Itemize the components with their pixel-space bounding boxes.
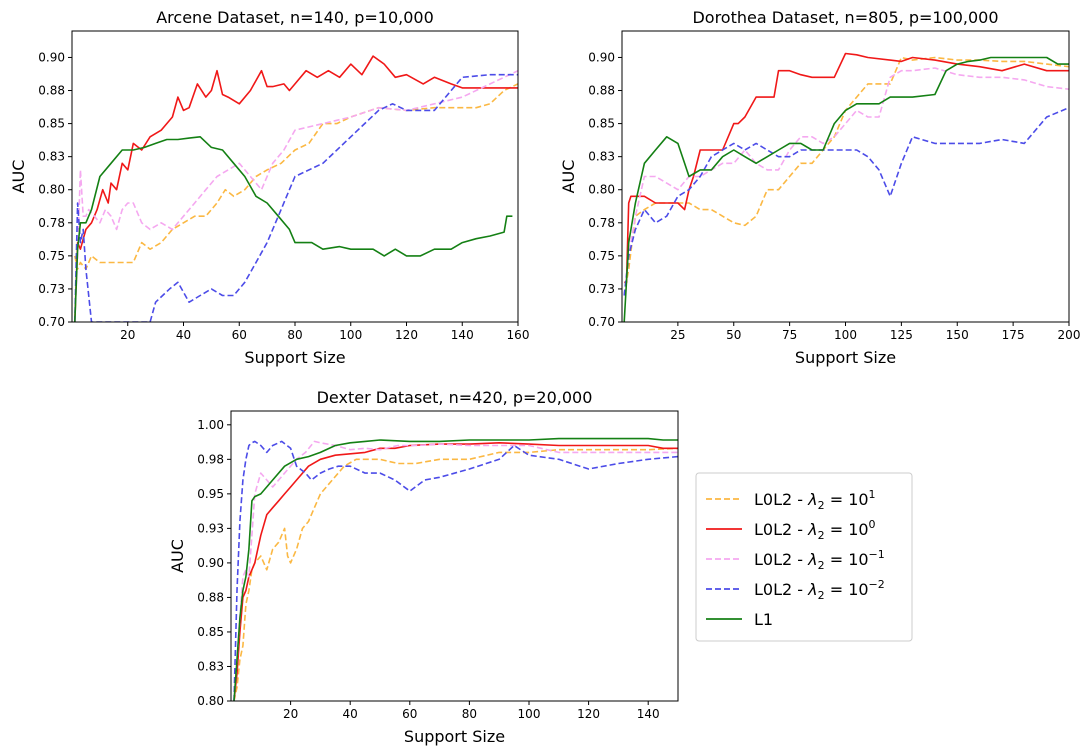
- chart-title: Dorothea Dataset, n=805, p=100,000: [692, 8, 998, 27]
- legend-label-l0l2_1em2: L0L2 - λ2 = 10−2: [754, 578, 885, 602]
- y-tick-label: 0.83: [588, 150, 615, 164]
- legend: L0L2 - λ2 = 101 L0L2 - λ2 = 100 L0L2 - λ2 …: [695, 472, 913, 642]
- y-tick-label: 0.73: [588, 282, 615, 296]
- x-tick-label: 60: [232, 328, 247, 342]
- y-tick-label: 0.85: [588, 117, 615, 131]
- x-tick-label: 25: [670, 328, 685, 342]
- y-axis-label: AUC: [9, 160, 28, 194]
- legend-label-l1: L1: [754, 610, 773, 629]
- y-tick-label: 0.80: [588, 183, 615, 197]
- y-axis-label: AUC: [168, 539, 187, 573]
- series-line-l1: [233, 437, 678, 701]
- series-line-l0l2_1e1: [623, 56, 1069, 296]
- x-tick-label: 100: [834, 328, 857, 342]
- x-axis-label: Support Size: [795, 348, 896, 367]
- x-tick-label: 40: [343, 707, 358, 721]
- x-tick-label: 120: [577, 707, 600, 721]
- chart-title: Dexter Dataset, n=420, p=20,000: [317, 388, 593, 407]
- y-axis-label: AUC: [559, 160, 578, 194]
- y-tick-label: 0.95: [197, 487, 224, 501]
- series-group: [623, 52, 1069, 322]
- series-line-l0l2_1em1: [233, 440, 678, 701]
- series-group: [233, 437, 678, 701]
- series-line-l0l2_1em2: [623, 106, 1069, 296]
- series-line-l0l2_1e1: [74, 83, 518, 270]
- y-tick-label: 0.88: [197, 590, 224, 604]
- y-tick-label: 0.83: [38, 150, 65, 164]
- series-line-l0l2_1e0: [624, 52, 1069, 284]
- plot-frame: [230, 410, 679, 702]
- legend-label-l0l2_1em1: L0L2 - λ2 = 10−1: [754, 548, 885, 572]
- chart-title: Arcene Dataset, n=140, p=10,000: [156, 8, 434, 27]
- dorothea-panel: 25 50 75 100 125 150 175 200 0.70 0.73 0.75 0.78 0.8…: [559, 8, 1080, 367]
- x-tick-label: 75: [782, 328, 797, 342]
- y-tick-label: 0.93: [197, 521, 224, 535]
- series-line-l0l2_1e1: [233, 447, 678, 701]
- y-tick-label: 0.78: [588, 216, 615, 230]
- series-line-l0l2_1e0: [233, 441, 678, 701]
- y-tick-label: 0.90: [38, 50, 65, 64]
- series-line-l0l2_1em2: [74, 73, 518, 322]
- x-tick-label: 80: [462, 707, 477, 721]
- x-tick-label: 50: [726, 328, 741, 342]
- x-tick-label: 80: [287, 328, 302, 342]
- y-tick-label: 0.90: [588, 50, 615, 64]
- x-tick-label: 100: [339, 328, 362, 342]
- x-tick-label: 140: [637, 707, 660, 721]
- y-tick-label: 0.90: [197, 556, 224, 570]
- y-tick-label: 0.70: [588, 315, 615, 329]
- series-line-l0l2_1em1: [623, 67, 1069, 296]
- y-tick-label: 0.75: [588, 249, 615, 263]
- series-line-l0l2_1e0: [74, 55, 518, 322]
- x-tick-label: 20: [120, 328, 135, 342]
- x-tick-label: 160: [507, 328, 530, 342]
- x-tick-label: 140: [451, 328, 474, 342]
- x-tick-label: 40: [176, 328, 191, 342]
- legend-box: [695, 472, 913, 642]
- y-tick-label: 0.73: [38, 282, 65, 296]
- series-line-l1: [623, 56, 1069, 322]
- x-tick-label: 200: [1058, 328, 1081, 342]
- x-axis-label: Support Size: [404, 727, 505, 746]
- y-tick-label: 0.98: [197, 452, 224, 466]
- x-tick-label: 125: [890, 328, 913, 342]
- series-line-l1: [74, 136, 513, 322]
- series-group: [74, 55, 518, 322]
- series-line-l0l2_1em1: [74, 69, 518, 322]
- arcene-panel: 20 40 60 80 100 120 140 160 0.70 0.73 0.75 0.78 0.80…: [9, 8, 529, 367]
- series-line-l0l2_1em2: [233, 440, 678, 701]
- x-tick-label: 100: [518, 707, 541, 721]
- y-tick-label: 0.80: [38, 183, 65, 197]
- x-tick-label: 150: [946, 328, 969, 342]
- legend-label-l0l2_1e1: L0L2 - λ2 = 101: [754, 488, 876, 512]
- dexter-panel: 20 40 60 80 100 120 140 0.80 0.83 0.85 0.88 0.90 0.9…: [168, 388, 679, 746]
- y-tick-label: 0.78: [38, 216, 65, 230]
- y-tick-label: 0.70: [38, 315, 65, 329]
- y-tick-label: 0.83: [197, 659, 224, 673]
- x-tick-label: 120: [395, 328, 418, 342]
- y-tick-label: 0.88: [588, 84, 615, 98]
- y-tick-label: 0.75: [38, 249, 65, 263]
- y-tick-label: 0.85: [197, 625, 224, 639]
- y-tick-label: 0.85: [38, 117, 65, 131]
- y-tick-label: 1.00: [197, 418, 224, 432]
- x-axis-label: Support Size: [244, 348, 345, 367]
- x-tick-label: 20: [283, 707, 298, 721]
- y-tick-label: 0.80: [197, 694, 224, 708]
- legend-label-l0l2_1e0: L0L2 - λ2 = 100: [754, 518, 876, 542]
- x-tick-label: 60: [402, 707, 417, 721]
- x-tick-label: 175: [1002, 328, 1025, 342]
- y-tick-label: 0.88: [38, 84, 65, 98]
